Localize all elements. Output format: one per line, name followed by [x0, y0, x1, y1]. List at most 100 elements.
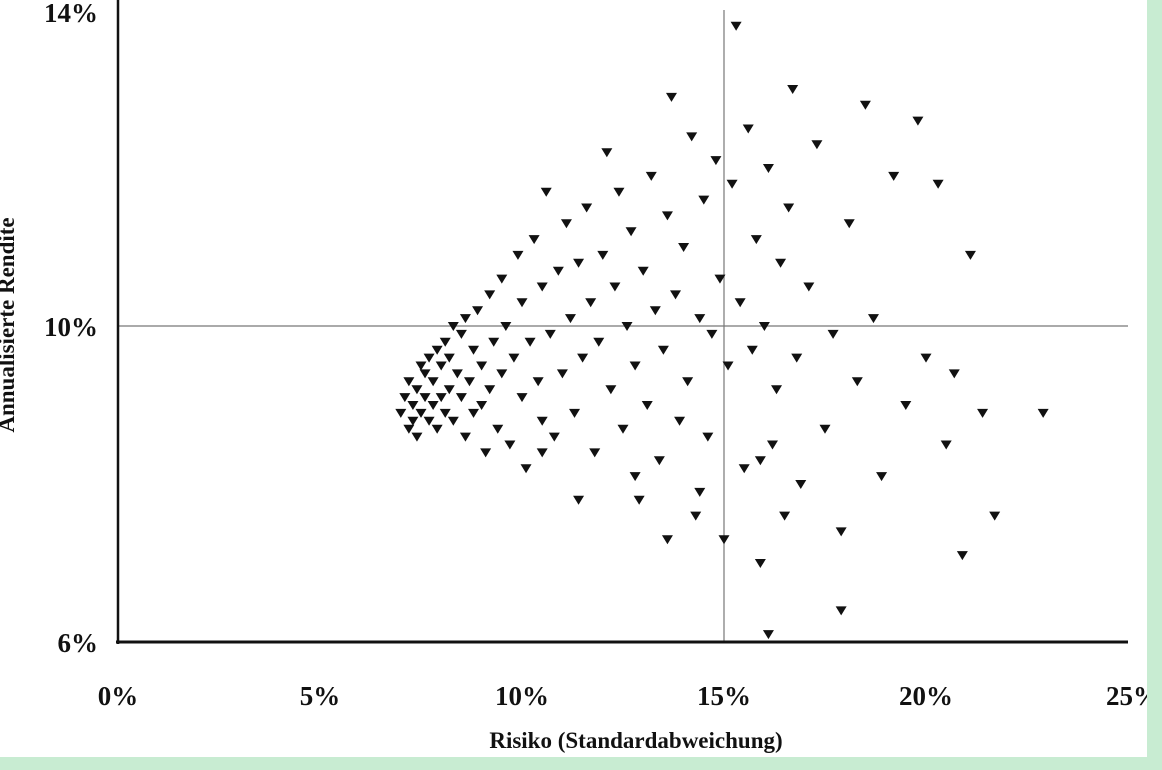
data-point	[775, 258, 787, 268]
data-point	[645, 171, 657, 181]
data-point	[706, 329, 718, 339]
data-point	[758, 322, 770, 331]
data-point	[439, 408, 451, 418]
data-point	[730, 21, 742, 31]
data-point	[791, 353, 803, 363]
data-point	[609, 282, 621, 292]
data-point	[819, 424, 831, 434]
data-point	[779, 511, 791, 521]
y-tick-label: 10%	[44, 312, 98, 342]
data-point	[443, 353, 455, 363]
data-point	[605, 385, 617, 395]
data-point	[431, 345, 443, 355]
data-point	[419, 369, 431, 379]
data-point	[395, 408, 407, 418]
data-point	[488, 337, 500, 347]
data-point	[698, 195, 710, 205]
data-point	[516, 298, 528, 308]
data-point	[447, 416, 459, 426]
data-point	[536, 282, 548, 292]
data-point	[718, 535, 730, 545]
data-point	[661, 535, 673, 545]
data-point	[500, 322, 512, 331]
data-point	[496, 274, 508, 284]
data-point	[427, 401, 439, 410]
data-point	[512, 250, 524, 260]
data-point	[1037, 408, 1049, 418]
data-point	[411, 432, 423, 442]
data-point	[601, 148, 613, 158]
data-point	[956, 551, 968, 561]
data-point	[435, 393, 447, 403]
data-point	[665, 92, 677, 102]
data-point	[710, 156, 722, 166]
data-point	[459, 432, 471, 442]
reference-lines	[118, 10, 1128, 642]
data-point	[419, 393, 431, 403]
data-point	[403, 377, 415, 387]
right-border-strip	[1147, 0, 1162, 770]
data-point	[722, 361, 734, 371]
data-point	[459, 314, 471, 324]
data-point	[532, 377, 544, 387]
data-point	[431, 424, 443, 434]
data-point	[447, 322, 459, 331]
data-point	[920, 353, 932, 363]
data-point	[439, 337, 451, 347]
data-point	[581, 203, 593, 213]
data-point	[948, 369, 960, 379]
data-point	[536, 416, 548, 426]
data-point	[714, 274, 726, 284]
data-point	[496, 369, 508, 379]
data-point	[859, 100, 871, 110]
data-point	[564, 314, 576, 324]
data-point	[593, 337, 605, 347]
x-tick-label: 0%	[98, 681, 139, 711]
data-point	[835, 606, 847, 616]
data-point	[686, 132, 698, 142]
data-point	[989, 511, 1001, 521]
data-point	[738, 464, 750, 474]
data-point	[569, 408, 581, 418]
data-point	[678, 243, 690, 252]
data-point	[536, 448, 548, 458]
data-point	[811, 140, 823, 150]
data-point	[762, 630, 774, 640]
data-point	[734, 298, 746, 308]
data-point	[451, 369, 463, 379]
data-point	[548, 432, 560, 442]
data-point	[556, 369, 568, 379]
data-point	[427, 377, 439, 387]
data-point	[528, 235, 540, 245]
data-point	[589, 448, 601, 458]
data-point	[670, 290, 682, 300]
data-point	[480, 448, 492, 458]
data-point	[629, 472, 641, 482]
x-axis-title: Risiko (Standardabweichung)	[489, 728, 782, 753]
data-point	[407, 401, 419, 410]
data-point	[455, 329, 467, 339]
data-point	[468, 408, 480, 418]
data-point	[597, 250, 609, 260]
data-point	[888, 171, 900, 181]
data-point	[508, 353, 520, 363]
data-point	[468, 345, 480, 355]
data-point	[641, 401, 653, 410]
data-point	[653, 456, 665, 466]
data-point	[455, 393, 467, 403]
data-point	[633, 495, 645, 505]
data-point	[629, 361, 641, 371]
data-point	[484, 290, 496, 300]
data-point	[637, 266, 649, 276]
data-point	[766, 440, 778, 450]
data-point	[407, 416, 419, 426]
y-tick-labels: 6% 10% 14%	[44, 0, 98, 658]
data-point	[560, 219, 572, 229]
data-point	[771, 385, 783, 395]
data-point	[585, 298, 597, 308]
data-point	[625, 227, 637, 237]
data-point	[573, 495, 585, 505]
data-point	[472, 306, 484, 316]
data-point	[577, 353, 589, 363]
data-point	[399, 393, 411, 403]
